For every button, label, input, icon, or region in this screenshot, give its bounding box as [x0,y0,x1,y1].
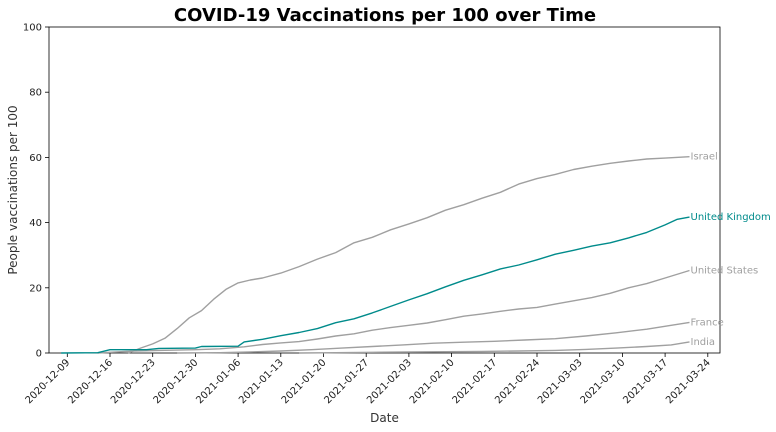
x-tick-label: 2020-12-30 [152,357,201,406]
x-tick-label: 2021-03-24 [664,357,713,406]
y-tick-label: 80 [29,88,42,99]
x-tick-label: 2021-01-20 [280,357,329,406]
x-tick-label: 2021-03-17 [621,357,670,406]
series-label-united-kingdom: United Kingdom [691,212,771,223]
series-layer: Israel United States France India United Kin… [61,152,771,354]
x-tick-label: 2021-02-10 [408,357,457,406]
x-tick-label: 2021-02-03 [365,357,414,406]
chart-title: COVID-19 Vaccinations per 100 over Time [174,5,596,26]
x-tick-label: 2020-12-16 [66,357,115,406]
series-line-israel [128,156,690,354]
y-tick-label: 60 [29,153,42,164]
x-axis-label: Date [370,411,399,425]
x-tick-label: 2020-12-09 [24,357,73,406]
x-tick-label: 2021-01-27 [322,357,371,406]
x-tick-label: 2021-01-13 [237,357,286,406]
series-label-france: France [691,317,724,328]
plot-frame [48,26,721,354]
x-tick-label: 2020-12-23 [109,357,158,406]
series-line-united-states [97,269,690,354]
x-tick-label: 2021-02-24 [493,357,542,406]
x-axis: 2020-12-092020-12-162020-12-232020-12-30… [24,353,713,406]
series-line-united-kingdom [61,216,690,354]
x-tick-label: 2021-01-06 [194,357,243,406]
y-tick-label: 20 [29,283,42,294]
x-tick-label: 2021-03-10 [579,357,628,406]
y-axis: 0 20 40 60 80 100 [23,23,49,360]
series-line-france [177,321,690,354]
y-tick-label: 0 [36,349,42,360]
series-label-india: India [691,337,716,348]
series-line-india [299,341,690,354]
y-tick-label: 40 [29,218,42,229]
x-tick-label: 2021-02-17 [451,357,500,406]
x-tick-label: 2021-03-03 [536,357,585,406]
y-axis-label: People vaccinations per 100 [6,105,20,274]
series-label-united-states: United States [691,266,759,277]
series-label-israel: Israel [691,152,718,163]
y-tick-label: 100 [23,23,42,34]
